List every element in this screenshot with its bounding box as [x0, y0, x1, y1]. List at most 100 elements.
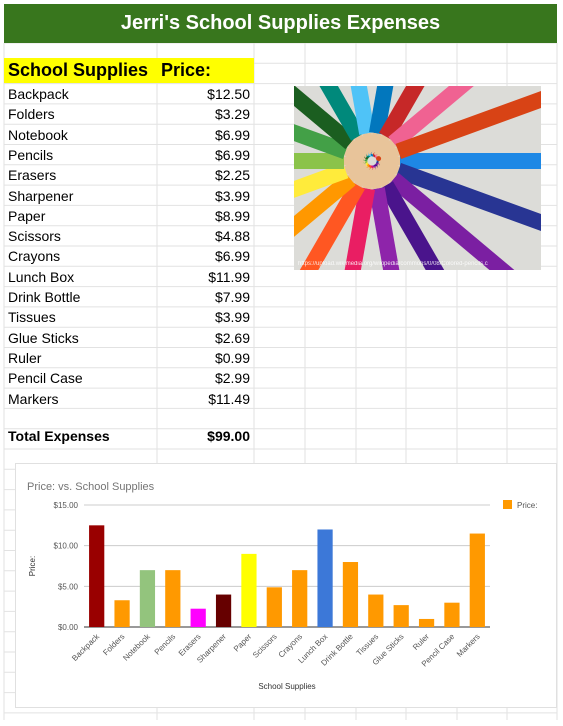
sheet-title: Jerri's School Supplies Expenses — [4, 4, 557, 43]
pencil-body — [294, 86, 356, 150]
table-row[interactable]: Ruler $0.99 — [4, 348, 254, 368]
table-row[interactable]: Glue Sticks $2.69 — [4, 328, 254, 348]
table-row[interactable]: Paper $8.99 — [4, 206, 254, 226]
item-name: Sharpener — [8, 187, 74, 204]
item-price: $3.99 — [214, 187, 250, 204]
x-axis-label: School Supplies — [258, 682, 315, 691]
item-name: Notebook — [8, 126, 68, 143]
bar-pencil-case[interactable] — [444, 602, 460, 627]
pencil-body — [388, 172, 515, 270]
item-price: $11.49 — [208, 390, 250, 407]
table-row[interactable]: Sharpener $3.99 — [4, 186, 254, 206]
item-price: $6.99 — [214, 146, 250, 163]
item-name: Erasers — [8, 167, 57, 184]
item-price: $2.69 — [214, 329, 250, 346]
item-name: Scissors — [8, 228, 61, 245]
bar-sharpener[interactable] — [215, 594, 232, 627]
pencil-body — [294, 172, 356, 237]
bar-markers[interactable] — [469, 533, 485, 627]
table-row[interactable]: Folders $3.29 — [4, 104, 254, 124]
item-name: Glue Sticks — [8, 329, 79, 346]
bar-paper[interactable] — [241, 553, 257, 627]
bar-ruler[interactable] — [418, 618, 435, 627]
legend-swatch — [503, 500, 512, 509]
y-tick-label: $10.00 — [54, 542, 79, 551]
item-name: Markers — [8, 390, 59, 407]
x-tick-label: Pencils — [153, 632, 178, 657]
pencil-body — [319, 86, 365, 141]
table-row[interactable]: Erasers $2.25 — [4, 165, 254, 185]
table-row[interactable]: Pencils $6.99 — [4, 145, 254, 165]
pencil-body — [294, 124, 349, 159]
chart-title: Price: vs. School Supplies — [27, 481, 155, 493]
colored-pencils-image[interactable]: https://upload.wikimedia.org/wikipedia/c… — [294, 86, 541, 270]
image-caption: https://upload.wikimedia.org/wikipedia/c… — [298, 261, 488, 267]
y-tick-label: $5.00 — [58, 582, 79, 591]
item-name: Pencil Case — [8, 370, 83, 387]
table-row[interactable]: Markers $11.49 — [4, 389, 254, 409]
item-price: $6.99 — [214, 248, 250, 265]
item-price: $3.99 — [214, 309, 250, 326]
pencil-body — [388, 86, 474, 150]
x-tick-label: Backpack — [70, 631, 102, 663]
x-tick-label: Paper — [232, 632, 254, 654]
item-price: $12.50 — [207, 86, 250, 102]
table-row[interactable]: Lunch Box $11.99 — [4, 267, 254, 287]
item-name: Crayons — [8, 248, 61, 265]
table-row[interactable]: Tissues $3.99 — [4, 307, 254, 327]
pencil-body — [368, 86, 394, 135]
bar-drink-bottle[interactable] — [342, 562, 359, 627]
table-row[interactable]: Pencil Case $2.99 — [4, 368, 254, 388]
table-row[interactable]: Drink Bottle $7.99 — [4, 287, 254, 307]
item-price: $4.88 — [214, 228, 250, 245]
colored-pencils-picture — [294, 86, 541, 270]
item-price: $2.99 — [214, 370, 250, 387]
pencil-body — [379, 86, 425, 141]
total-row[interactable]: Total Expenses $99.00 — [4, 426, 254, 446]
bar-scissors[interactable] — [266, 587, 282, 627]
table-row[interactable]: Notebook $6.99 — [4, 125, 254, 145]
item-price: $8.99 — [214, 207, 250, 224]
item-price: $3.29 — [214, 106, 250, 123]
item-price: $7.99 — [214, 289, 250, 305]
item-name: Backpack — [8, 86, 69, 102]
y-axis-label: Price: — [28, 556, 37, 576]
bar-lunch-box[interactable] — [317, 529, 333, 627]
pencil-body — [395, 163, 541, 232]
bar-tissues[interactable] — [368, 594, 384, 627]
bar-backpack[interactable] — [89, 525, 105, 627]
item-name: Folders — [8, 106, 55, 123]
bar-glue-sticks[interactable] — [393, 605, 409, 627]
item-name: Lunch Box — [8, 268, 75, 285]
table-row[interactable]: Backpack $12.50 — [4, 84, 254, 104]
table-row[interactable]: Crayons $6.99 — [4, 246, 254, 266]
bar-notebook[interactable] — [139, 570, 156, 627]
x-tick-label: Notebook — [121, 631, 152, 662]
pencil-tip — [376, 147, 400, 164]
item-name: Ruler — [8, 349, 42, 366]
bar-crayons[interactable] — [292, 570, 308, 627]
item-price: $11.99 — [208, 268, 250, 285]
pencil-body — [395, 90, 541, 159]
item-name: Tissues — [8, 309, 56, 326]
price-chart[interactable]: Price: vs. School Supplies $0.00 $5.00 $10.… — [15, 463, 557, 708]
pencil-body — [299, 181, 365, 270]
item-name: Pencils — [8, 146, 54, 163]
y-tick-label: $15.00 — [54, 501, 79, 510]
pencil-body — [294, 163, 349, 198]
table-row[interactable]: Scissors $4.88 — [4, 226, 254, 246]
bar-folders[interactable] — [114, 600, 130, 627]
bar-pencils[interactable] — [165, 570, 181, 627]
pencil-body — [350, 86, 376, 135]
x-tick-label: Markers — [455, 632, 482, 659]
legend-label: Price: — [517, 501, 537, 510]
x-tick-label: Scissors — [251, 632, 279, 660]
pencil-lead — [376, 156, 382, 162]
bar-erasers[interactable] — [190, 608, 206, 627]
total-label: Total Expenses — [8, 428, 110, 444]
header-school-supplies[interactable]: School Supplies — [4, 58, 157, 83]
header-price[interactable]: Price: — [157, 58, 254, 83]
price-chart-canvas: Price: vs. School Supplies $0.00 $5.00 $10.… — [27, 481, 537, 691]
item-price: $0.99 — [214, 349, 250, 366]
total-value: $99.00 — [207, 428, 250, 444]
